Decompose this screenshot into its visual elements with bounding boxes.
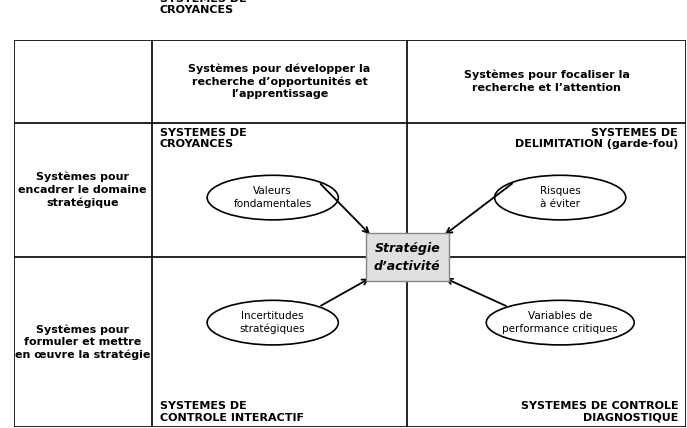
Text: Systèmes pour
formuler et mettre
en œuvre la stratégie: Systèmes pour formuler et mettre en œuvr…: [15, 324, 150, 360]
Text: Incertitudes
stratégiques: Incertitudes stratégiques: [240, 311, 306, 334]
Text: Valeurs
fondamentales: Valeurs fondamentales: [234, 186, 312, 209]
Ellipse shape: [207, 300, 338, 345]
Ellipse shape: [207, 175, 338, 220]
Text: SYSTEMES DE
DELIMITATION (garde-fou): SYSTEMES DE DELIMITATION (garde-fou): [515, 128, 678, 149]
Text: Systèmes pour focaliser la
recherche et l’attention: Systèmes pour focaliser la recherche et …: [464, 70, 630, 93]
Text: Systèmes pour développer la
recherche d’opportunités et
l’apprentissage: Systèmes pour développer la recherche d’…: [188, 63, 370, 99]
Text: SYSTEMES DE
CONTROLE INTERACTIF: SYSTEMES DE CONTROLE INTERACTIF: [160, 401, 304, 423]
Text: d’activité: d’activité: [374, 260, 440, 273]
FancyBboxPatch shape: [366, 233, 449, 280]
Ellipse shape: [495, 175, 626, 220]
Text: SYSTEMES DE
CROYANCES: SYSTEMES DE CROYANCES: [160, 0, 247, 15]
Text: Variables de
performance critiques: Variables de performance critiques: [502, 312, 618, 334]
Text: Systèmes pour
encadrer le domaine
stratégique: Systèmes pour encadrer le domaine straté…: [19, 172, 147, 208]
Text: Risques
à éviter: Risques à éviter: [540, 186, 581, 209]
Text: SYSTEMES DE CONTROLE
DIAGNOSTIQUE: SYSTEMES DE CONTROLE DIAGNOSTIQUE: [521, 401, 678, 423]
Text: SYSTEMES DE
CROYANCES: SYSTEMES DE CROYANCES: [160, 128, 247, 149]
Ellipse shape: [486, 300, 634, 345]
Text: Stratégie: Stratégie: [374, 242, 440, 256]
